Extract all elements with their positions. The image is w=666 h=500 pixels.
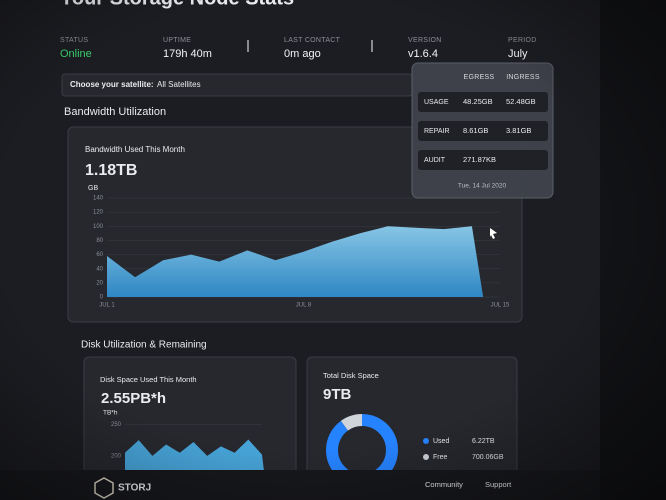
status-label: STATUS xyxy=(60,37,88,44)
egress-value: 271.87KB xyxy=(463,155,496,164)
ingress-value: 52.48GB xyxy=(506,97,536,106)
satellite-label: Choose your satellite: xyxy=(70,80,154,89)
egress-value: 8.61GB xyxy=(463,126,488,135)
status-label: VERSION xyxy=(408,37,442,44)
card-title: Disk Space Used This Month xyxy=(100,375,197,384)
legend-label: Used xyxy=(433,438,449,445)
footer-link[interactable]: Support xyxy=(485,480,512,489)
y-tick-label: 120 xyxy=(93,210,104,216)
card-title: Total Disk Space xyxy=(323,371,379,380)
legend-swatch xyxy=(423,438,429,444)
section-title: Bandwidth Utilization xyxy=(64,106,166,118)
y-tick-label: 200 xyxy=(111,453,122,459)
brand[interactable]: STORJ xyxy=(118,483,151,494)
tooltip-date: Tue, 14 Jul 2020 xyxy=(458,183,507,190)
row-label: USAGE xyxy=(424,99,449,106)
satellite-value[interactable]: All Satellites xyxy=(157,80,201,89)
status-value: v1.6.4 xyxy=(408,48,438,60)
bandwidth-total: 1.18TB xyxy=(85,162,137,179)
y-tick-label: 80 xyxy=(96,238,103,244)
page-title: Your Storage Node Stats xyxy=(60,0,294,9)
bezel xyxy=(600,0,666,500)
y-tick-label: 250 xyxy=(111,422,122,428)
legend-swatch xyxy=(423,454,429,460)
status-value: Online xyxy=(60,48,92,60)
legend-value: 700.06GB xyxy=(472,454,504,461)
total-disk-value: 9TB xyxy=(323,386,352,403)
status-label: PERIOD xyxy=(508,37,537,44)
tooltip: EGRESS INGRESS USAGE 48.25GB 52.48GB REPAIR 8.… xyxy=(411,62,554,199)
status-label: UPTIME xyxy=(163,37,191,44)
x-tick-label: JUL 8 xyxy=(296,303,312,309)
row-label: AUDIT xyxy=(424,157,446,164)
status-value: July xyxy=(508,48,528,60)
legend-value: 6.22TB xyxy=(472,438,495,445)
ingress-value: 3.81GB xyxy=(506,126,531,135)
footer-link[interactable]: Community xyxy=(425,480,463,489)
status-label: LAST CONTACT xyxy=(284,37,341,44)
column-header: INGRESS xyxy=(506,74,540,81)
x-tick-label: JUL 15 xyxy=(491,303,510,309)
section-title: Disk Utilization & Remaining xyxy=(81,340,207,351)
card-title: Bandwidth Used This Month xyxy=(85,145,185,154)
y-axis-label: TB*h xyxy=(103,410,118,417)
y-tick-label: 60 xyxy=(96,252,103,258)
status-value: 179h 40m xyxy=(163,48,212,60)
y-tick-label: 20 xyxy=(96,280,103,286)
y-axis-label: GB xyxy=(88,185,98,192)
column-header: EGRESS xyxy=(464,74,495,81)
status-value: 0m ago xyxy=(284,48,321,60)
egress-value: 48.25GB xyxy=(463,97,493,106)
y-tick-label: 100 xyxy=(93,224,104,230)
x-tick-label: JUL 1 xyxy=(99,303,115,309)
legend-label: Free xyxy=(433,454,448,461)
row-label: REPAIR xyxy=(424,128,450,135)
y-tick-label: 40 xyxy=(96,266,103,272)
disk-total: 2.55PB*h xyxy=(101,390,166,407)
y-tick-label: 140 xyxy=(93,196,104,202)
